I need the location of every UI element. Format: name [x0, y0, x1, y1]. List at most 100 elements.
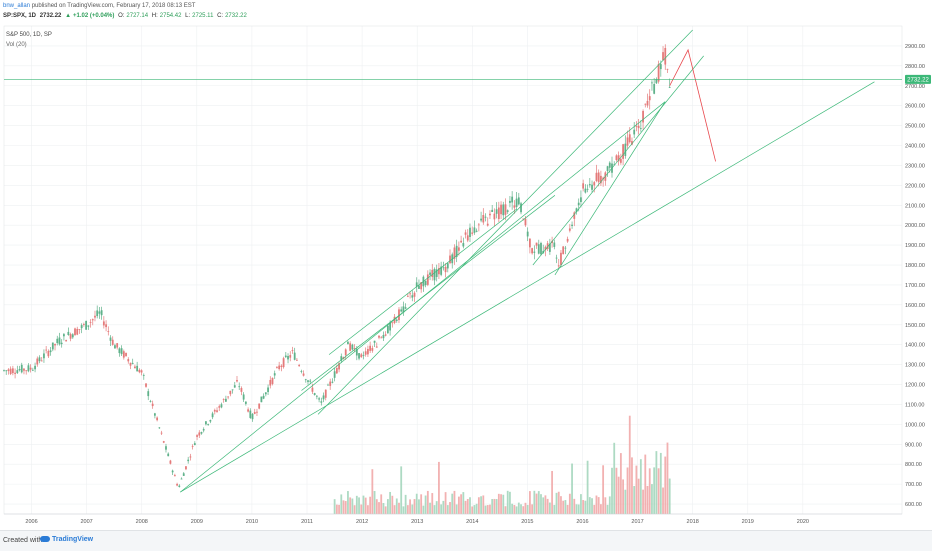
open-value: 2727.14 [126, 13, 149, 19]
volume-bar [469, 497, 471, 514]
candle-body [280, 365, 283, 368]
candle-body [82, 324, 85, 325]
y-tick-label: 600.00 [905, 502, 922, 508]
volume-bar [611, 467, 613, 514]
x-tick-label: 2006 [25, 519, 37, 525]
candle-body [524, 218, 527, 226]
candle-body [347, 341, 349, 344]
volume-bar [560, 496, 562, 514]
candle-body [351, 344, 354, 350]
candle-body [557, 265, 560, 267]
candle-body [207, 424, 210, 425]
volume-bar [440, 504, 443, 514]
publish-line: bnw_allan published on TradingView.com, … [3, 3, 195, 9]
candle-body [375, 346, 378, 348]
volume-bar [418, 499, 420, 514]
y-axis: 600.00 700.00 800.00 900.00 1000.00 1100.00 12… [905, 44, 925, 508]
volume-bar [466, 498, 469, 514]
volume-bar [409, 499, 411, 514]
candle-body [145, 383, 147, 387]
volume-bar [633, 486, 636, 514]
candle-body [409, 293, 411, 295]
candle-body [526, 231, 529, 237]
candle-body [102, 321, 105, 326]
candle-body [522, 218, 525, 220]
candle-body [435, 269, 438, 277]
candle-body [38, 357, 41, 362]
candle-body [420, 282, 423, 290]
volume-bar [378, 502, 380, 514]
volume-bar [398, 502, 400, 514]
trendline [180, 81, 875, 493]
volume-bar [438, 461, 440, 514]
candle-body [291, 350, 294, 352]
trendline [328, 208, 517, 355]
volume-bar [619, 453, 622, 514]
candle-body [506, 210, 509, 212]
chart-area[interactable]: 600.00 700.00 800.00 900.00 1000.00 1100.00 12… [0, 24, 932, 530]
candle-body [253, 412, 256, 414]
candle-body [413, 292, 416, 297]
candle-body [284, 355, 287, 358]
volume-bar [347, 491, 349, 514]
candle-body [260, 396, 263, 403]
candle-body [120, 348, 123, 355]
volume-bar [662, 487, 664, 514]
candle-body [586, 188, 589, 190]
volume-bar [386, 499, 389, 514]
candle-body [100, 310, 103, 316]
candle-body [455, 245, 458, 258]
candle-body [633, 129, 636, 135]
candle-body [151, 403, 154, 407]
candle-body [509, 200, 511, 203]
volume-bar [420, 494, 423, 514]
open-label: O: [118, 13, 125, 19]
candle-body [162, 441, 165, 443]
candle-body [302, 373, 305, 376]
candle-body [109, 337, 112, 341]
volume-bar [608, 496, 611, 514]
y-tick-label: 1200.00 [905, 383, 925, 389]
candle-body [548, 243, 551, 252]
candle-body [442, 267, 445, 269]
candle-body [367, 349, 369, 355]
volume-bar [602, 465, 605, 514]
candle-body [176, 483, 178, 486]
volume-bar [524, 502, 527, 514]
y-tick-label: 1300.00 [905, 363, 925, 369]
volume-bar [415, 493, 418, 514]
candle-body [615, 155, 618, 161]
candle-body [318, 398, 320, 400]
candle-body [444, 266, 447, 273]
grid-lines [4, 26, 902, 514]
volume-bar [480, 496, 482, 514]
candle-body [60, 342, 63, 345]
published-text: published on TradingView.com, February 1… [31, 3, 196, 9]
volume-bar [351, 498, 354, 514]
candle-body [622, 144, 624, 159]
candle-body [5, 370, 8, 372]
y-tick-label: 2700.00 [905, 84, 925, 90]
candle-body [588, 184, 591, 186]
volume-bar [600, 504, 602, 514]
volume-bar [406, 505, 409, 514]
candle-body [142, 375, 145, 376]
candle-body [227, 396, 230, 398]
volume-bar [473, 505, 476, 514]
price-chart[interactable]: 600.00 700.00 800.00 900.00 1000.00 1100.00 12… [0, 24, 932, 530]
author-link[interactable]: bnw_allan [3, 3, 31, 9]
candle-body [584, 188, 587, 193]
candle-body [94, 315, 96, 318]
candle-body [18, 369, 21, 371]
candle-body [264, 392, 267, 395]
candle-body [517, 197, 520, 205]
candle-body [626, 137, 629, 146]
tradingview-brand[interactable]: TradingView [40, 536, 93, 543]
candle-body [238, 386, 241, 388]
volume-bar [402, 506, 405, 514]
y-tick-label: 700.00 [905, 482, 922, 488]
volume-bar [493, 498, 496, 514]
volume-bar [460, 494, 463, 514]
candle-body [391, 322, 394, 324]
volume-bar [582, 500, 585, 514]
